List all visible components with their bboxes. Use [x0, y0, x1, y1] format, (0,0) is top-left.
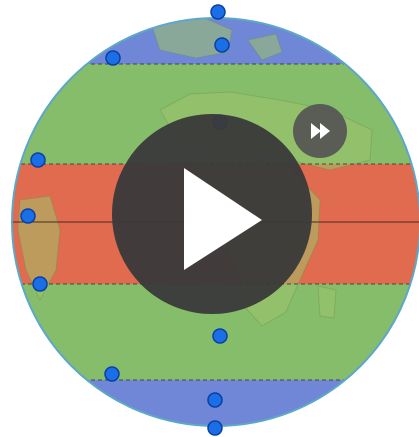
fast-forward-icon [311, 123, 330, 139]
handle-tropic-capricorn-left[interactable] [32, 276, 48, 292]
handle-north-pole[interactable] [210, 4, 226, 20]
handle-arctic-circle-left[interactable] [105, 50, 121, 66]
handle-polar-north-inner[interactable] [214, 37, 230, 53]
handle-polar-south-inner[interactable] [207, 392, 223, 408]
handle-tropic-cancer-left[interactable] [30, 152, 46, 168]
handle-lower-center[interactable] [212, 328, 228, 344]
play-button[interactable] [112, 114, 312, 314]
play-icon [184, 168, 262, 270]
fast-forward-button[interactable] [293, 104, 347, 158]
handle-antarctic-circle-left[interactable] [104, 366, 120, 382]
handle-equator-left[interactable] [20, 208, 36, 224]
handle-south-pole[interactable] [207, 420, 223, 436]
